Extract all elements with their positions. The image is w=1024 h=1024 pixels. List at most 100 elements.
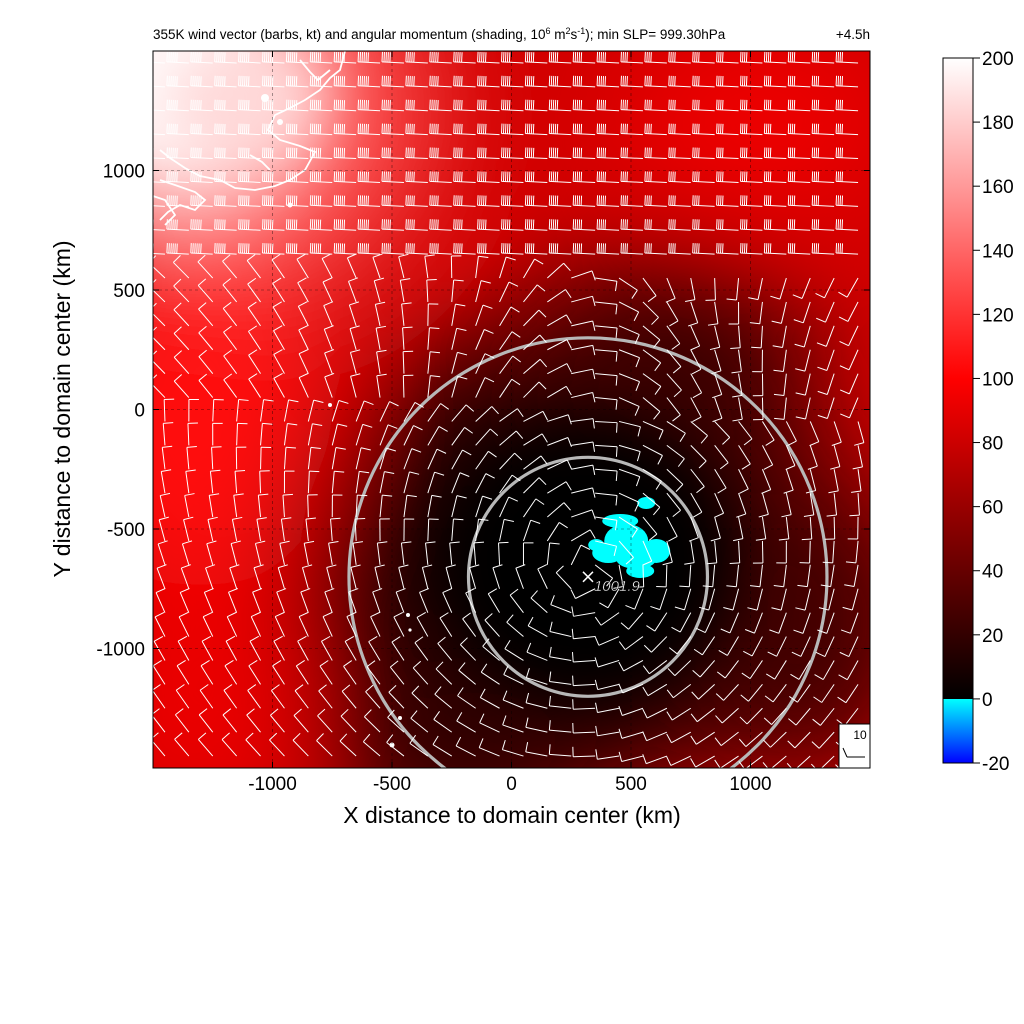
- wind-barb-feather: [222, 708, 232, 716]
- wind-barb-feather: [255, 540, 266, 544]
- wind-barb-feather: [565, 289, 572, 299]
- wind-barb-shaft: [324, 352, 333, 374]
- wind-barb-feather: [699, 606, 709, 611]
- wind-barb-shaft: [293, 715, 309, 733]
- wind-barb-shaft: [761, 516, 767, 539]
- negative-momentum-blob: [637, 496, 656, 509]
- wind-barb-shaft: [231, 519, 238, 542]
- wind-barb-shaft: [857, 421, 865, 443]
- wind-barb-feather: [484, 353, 495, 359]
- wind-barb-shaft: [283, 423, 288, 446]
- wind-barb-shaft: [341, 690, 357, 709]
- wind-barb-shaft: [425, 542, 429, 565]
- wind-barb-feather: [412, 660, 422, 669]
- wind-barb-shaft: [857, 445, 863, 467]
- wind-barb-feather: [750, 585, 761, 588]
- wind-barb-shaft: [344, 641, 357, 661]
- wind-barb-feather: [173, 374, 183, 382]
- wind-barb-shaft: [346, 616, 357, 637]
- wind-barb-shaft: [426, 279, 429, 302]
- wind-barb-feather: [637, 426, 641, 437]
- wind-barb-shaft: [427, 449, 438, 470]
- wind-barb-feather: [838, 291, 848, 298]
- wind-barb-feather: [464, 427, 473, 434]
- wind-barb-shaft: [736, 278, 740, 301]
- wind-barb-feather: [563, 502, 571, 511]
- wind-barb-shaft: [547, 339, 568, 351]
- wind-barb-shaft: [805, 397, 811, 420]
- wind-barb-feather: [591, 270, 596, 281]
- wind-barb-feather: [749, 322, 760, 325]
- wind-barb-shaft: [760, 325, 763, 348]
- wind-barb-shaft: [343, 666, 357, 685]
- wind-barb-shaft: [499, 430, 517, 446]
- wind-barb-shaft: [355, 471, 360, 494]
- wind-barb-shaft: [451, 518, 454, 541]
- wind-barb-feather: [363, 400, 374, 406]
- wind-barb-feather: [795, 416, 806, 420]
- wind-barb-feather: [225, 635, 236, 642]
- wind-barb-shaft: [307, 471, 310, 494]
- wind-barb-shaft: [212, 399, 215, 422]
- wind-barb-shaft: [690, 301, 699, 323]
- wind-barb-shaft: [388, 691, 405, 709]
- wind-barb-feather: [751, 346, 762, 349]
- wind-barb-feather: [434, 471, 445, 476]
- wind-barb-shaft: [223, 355, 238, 374]
- wind-barb-feather: [771, 607, 782, 611]
- wind-barb-shaft: [445, 567, 453, 589]
- wind-barb-shaft: [738, 349, 742, 372]
- wind-barb-shaft: [618, 397, 640, 407]
- coastline-segment: [249, 154, 271, 171]
- wind-barb-shaft: [651, 636, 668, 653]
- wind-barb-shaft: [774, 660, 787, 680]
- wind-barb-shaft: [771, 707, 787, 725]
- wind-barb-feather: [766, 673, 776, 680]
- wind-barb-feather: [811, 741, 820, 749]
- wind-barb-feather: [248, 325, 258, 332]
- wind-barb-feather: [480, 280, 491, 284]
- colorbar-tick-label: 120: [982, 305, 1014, 326]
- wind-barb-feather: [807, 465, 818, 470]
- wind-barb-feather: [279, 540, 290, 544]
- wind-barb-feather: [820, 584, 831, 588]
- wind-barb-shaft: [355, 495, 358, 518]
- wind-barb-feather: [429, 327, 440, 330]
- wind-barb-feather: [715, 693, 724, 701]
- wind-barb-feather: [156, 564, 167, 569]
- wind-barb-shaft: [676, 636, 692, 655]
- wind-barb-feather: [826, 514, 837, 517]
- wind-barb-feather: [636, 451, 641, 462]
- wind-barb-shaft: [451, 427, 465, 446]
- wind-barb-feather: [201, 635, 212, 642]
- wind-barb-shaft: [594, 564, 613, 579]
- wind-barb-shaft: [746, 707, 763, 725]
- wind-barb-shaft: [321, 258, 333, 279]
- wind-barb-shaft: [248, 378, 261, 398]
- wind-barb-feather: [319, 660, 329, 667]
- x-tick-label: 1000: [729, 774, 771, 795]
- wind-barb-shaft: [475, 304, 484, 327]
- wind-barb-feather: [175, 708, 184, 716]
- wind-barb-feather: [313, 399, 324, 404]
- wind-barb-shaft: [155, 592, 166, 613]
- wind-barb-shaft: [475, 428, 491, 446]
- wind-barb-shaft: [644, 109, 667, 112]
- wind-barb-shaft: [776, 636, 787, 657]
- wind-barb-shaft: [595, 516, 617, 521]
- wind-barb-feather: [830, 466, 840, 470]
- wind-barb-shaft: [201, 640, 214, 661]
- wind-barb-shaft: [833, 493, 838, 516]
- wind-barb-shaft: [222, 260, 238, 279]
- wind-barb-shaft: [547, 459, 568, 470]
- wind-barb-feather: [469, 564, 480, 569]
- wind-barb-shaft: [453, 109, 476, 112]
- wind-barb-shaft: [307, 447, 312, 470]
- wind-barb-shaft: [355, 400, 365, 422]
- wind-barb-feather: [794, 343, 805, 348]
- wind-barb-shaft: [298, 377, 309, 398]
- wind-barb-shaft: [812, 180, 835, 183]
- x-tick-label: -1000: [248, 774, 297, 795]
- wind-barb-feather: [707, 323, 718, 326]
- wind-barb-feather: [202, 611, 213, 618]
